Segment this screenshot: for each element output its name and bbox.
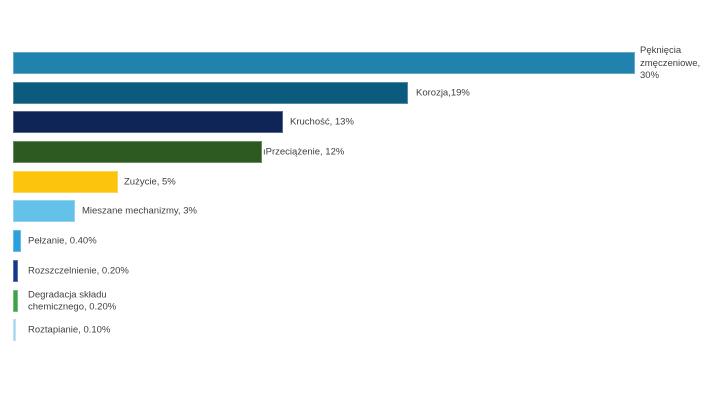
bar-data-label: Pełzanie, 0.40%	[28, 235, 97, 247]
bar-data-label: Rozszczelnienie, 0.20%	[28, 265, 129, 277]
bar-data-label: Pęknięcia zmęczeniowe, 30%	[640, 45, 701, 82]
bar-4	[13, 141, 262, 164]
bar-2	[13, 81, 408, 104]
bar-1	[13, 52, 635, 74]
bar-5	[13, 170, 118, 193]
bar-row-2: Korozja,19%	[13, 81, 720, 104]
bar-8	[13, 259, 18, 282]
bar-data-label: ıPrzeciążenie, 12%	[263, 146, 345, 158]
bar-row-4: ıPrzeciążenie, 12%	[13, 141, 720, 164]
bar-data-label: Kruchość, 13%	[290, 117, 354, 129]
bar-row-5: Zużycie, 5%	[13, 170, 720, 193]
bar-row-7: Pełzanie, 0.40%	[13, 230, 720, 253]
bar-6	[13, 200, 75, 223]
bar-10	[13, 319, 16, 342]
bar-7	[13, 230, 21, 253]
bar-row-9: Degradacja składu chemicznego, 0.20%	[13, 288, 720, 313]
bar-chart-plot-area: Pęknięcia zmęczeniowe, 30% Korozja,19% K…	[13, 45, 720, 349]
bar-data-label: Mieszane mechanizmy, 3%	[82, 206, 197, 218]
bar-3	[13, 111, 283, 134]
bar-data-label: Korozja,19%	[416, 87, 470, 99]
bar-row-10: Roztapianie, 0.10%	[13, 319, 720, 342]
bar-row-8: Rozszczelnienie, 0.20%	[13, 259, 720, 282]
bar-row-3: Kruchość, 13%	[13, 111, 720, 134]
bar-data-label: Zużycie, 5%	[124, 176, 176, 188]
bar-row-6: Mieszane mechanizmy, 3%	[13, 200, 720, 223]
bar-9	[13, 289, 18, 312]
bar-row-1: Pęknięcia zmęczeniowe, 30%	[13, 45, 720, 81]
bar-data-label: Degradacja składu chemicznego, 0.20%	[28, 288, 117, 313]
bar-data-label: Roztapianie, 0.10%	[28, 324, 111, 336]
